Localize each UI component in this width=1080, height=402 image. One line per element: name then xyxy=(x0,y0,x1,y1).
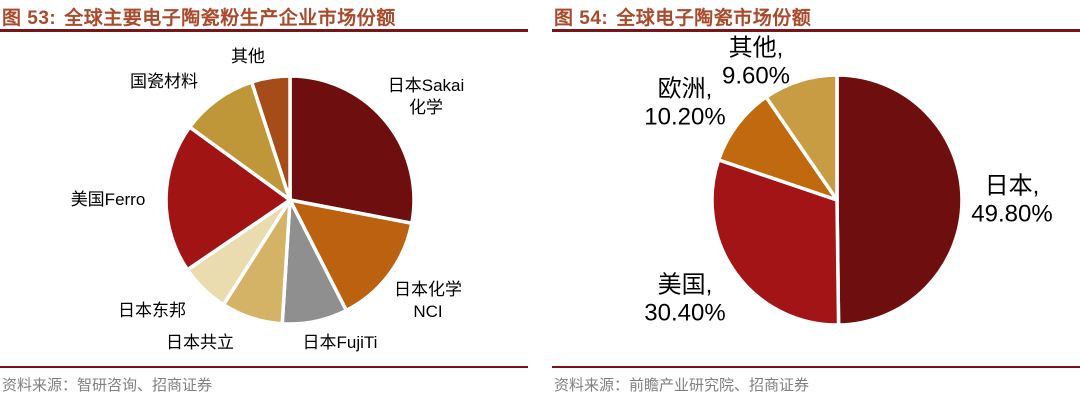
figure-53-source: 资料来源：智研咨询、招商证券 xyxy=(2,377,213,394)
figure-54-source: 资料来源：前瞻产业研究院、招商证券 xyxy=(554,377,810,394)
pie-label-europe: 欧洲, 10.20% xyxy=(644,75,726,130)
figure-54-title-rule xyxy=(552,29,1080,32)
pie-chart-53 xyxy=(164,74,416,326)
pie-label-kyoritsu: 日本共立 xyxy=(166,332,234,352)
pie-chart-54 xyxy=(710,73,964,327)
figure-54: 图 54: 全球电子陶瓷市场份额 日本, 49.80% 美国, 30.40% 欧洲… xyxy=(552,0,1080,402)
figure-54-title-text: 全球电子陶瓷市场份额 xyxy=(616,8,812,29)
pie-label-others: 其他, 9.60% xyxy=(721,34,791,89)
figure-53-title-rule xyxy=(0,29,528,32)
pie-label-sakai: 日本Sakai 化学 xyxy=(387,75,465,117)
figure-53-source-rule xyxy=(0,366,528,368)
figure-53: 图 53: 全球主要电子陶瓷粉生产企业市场份额 日本Sakai 化学 日本化学 N… xyxy=(0,0,528,402)
pie-label-others: 其他 xyxy=(231,46,265,66)
pie-label-japan: 日本, 49.80% xyxy=(971,172,1053,227)
figure-53-number: 图 53: xyxy=(2,8,57,29)
pie-slice-sakai xyxy=(288,74,416,225)
pie-label-toho: 日本东邦 xyxy=(118,300,186,320)
pie-label-fujiti: 日本FujiTi xyxy=(302,332,378,352)
pie-slice-others xyxy=(249,74,292,202)
figure-54-title: 图 54: 全球电子陶瓷市场份额 xyxy=(554,3,811,30)
pie-slice-others xyxy=(764,73,839,202)
pie-label-ferro: 美国Ferro xyxy=(70,189,146,209)
pie-label-usa: 美国, 30.40% xyxy=(644,271,726,326)
figure-53-title: 图 53: 全球主要电子陶瓷粉生产企业市场份额 xyxy=(2,3,396,30)
pie-label-sinocera: 国瓷材料 xyxy=(130,71,198,91)
figure-54-number: 图 54: xyxy=(554,8,609,29)
figure-54-source-rule xyxy=(552,366,1080,368)
pie-slice-japan xyxy=(835,73,964,327)
pie-label-nci: 日本化学 NCI xyxy=(394,279,462,321)
pie-slice-usa xyxy=(710,158,841,327)
pie-slice-ferro xyxy=(164,125,292,272)
pie-slice-nci xyxy=(288,198,414,313)
figure-53-title-text: 全球主要电子陶瓷粉生产企业市场份额 xyxy=(64,8,396,29)
